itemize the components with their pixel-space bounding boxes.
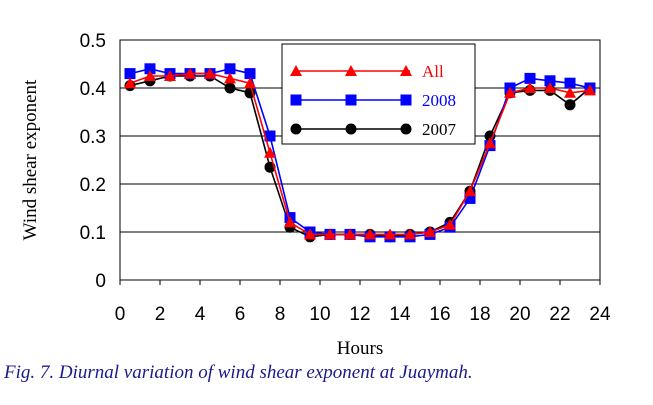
tick-labels: 00.10.20.30.40.50 2 4 6 8 10 12 14 16 18 20 22 24 — [80, 31, 611, 325]
data-point-All — [584, 84, 596, 96]
legend-marker-2007 — [400, 123, 412, 135]
y-axis-title: Wind shear exponent — [20, 79, 41, 240]
data-point-All — [404, 228, 416, 240]
y-tick-label: 0.4 — [80, 79, 107, 100]
y-tick-label: 0.2 — [80, 175, 106, 196]
x-tick-label: 24 — [589, 304, 611, 325]
data-point-All — [184, 67, 196, 79]
figure-caption: Fig. 7. Diurnal variation of wind shear … — [4, 362, 473, 383]
x-tick-label: 8 — [275, 304, 286, 325]
data-point-All — [124, 77, 136, 89]
legend-marker-All — [290, 65, 302, 76]
data-point-All — [144, 70, 156, 81]
data-point-2008 — [264, 130, 276, 142]
data-point-All — [284, 216, 296, 228]
x-tick-label: 2 — [155, 304, 166, 325]
data-point-All — [424, 226, 436, 237]
x-tick-label: 12 — [349, 304, 370, 325]
data-point-All — [204, 67, 216, 79]
data-point-All — [344, 228, 356, 240]
x-axis-title: Hours — [337, 338, 383, 359]
data-point-All — [304, 228, 316, 240]
x-tick-label: 6 — [235, 304, 246, 325]
data-point-2008 — [564, 77, 576, 89]
data-point-2008 — [464, 192, 476, 204]
legend-marker-2008 — [290, 94, 302, 106]
data-point-2008 — [244, 68, 256, 80]
legend-marker-All — [345, 65, 357, 76]
legend: All 2008 2007 — [281, 43, 476, 145]
x-tick-label: 14 — [389, 304, 411, 325]
data-point-All — [364, 228, 376, 240]
data-point-All — [444, 218, 456, 230]
y-tick-label: 0.1 — [80, 223, 106, 244]
x-tick-label: 20 — [509, 304, 530, 325]
legend-box — [281, 43, 476, 145]
x-tick-label: 10 — [309, 304, 330, 325]
data-point-2008 — [144, 63, 156, 75]
y-tick-label: 0.5 — [80, 31, 106, 52]
data-point-2007 — [224, 82, 236, 94]
legend-label-All: All — [422, 62, 444, 81]
x-tick-label: 4 — [195, 304, 206, 325]
data-point-All — [464, 185, 476, 197]
legend-label-2008: 2008 — [422, 91, 456, 110]
x-tick-label: 0 — [115, 304, 126, 325]
data-point-All — [544, 82, 556, 93]
data-point-2007 — [564, 99, 576, 111]
data-point-2008 — [524, 72, 536, 84]
x-tick-label: 18 — [469, 304, 490, 325]
data-point-All — [224, 72, 236, 84]
data-point-All — [164, 70, 176, 81]
x-tick-label: 22 — [549, 304, 570, 325]
data-point-All — [564, 86, 576, 98]
data-point-2008 — [124, 68, 136, 80]
y-tick-label: 0.3 — [80, 127, 106, 148]
data-point-All — [244, 77, 256, 89]
series-layer — [124, 63, 596, 243]
legend-marker-2008 — [345, 94, 357, 106]
wind-shear-chart: 00.10.20.30.40.50 2 4 6 8 10 12 14 16 18 20 22 24 Ho… — [20, 31, 611, 359]
y-tick-label: 0 — [95, 271, 106, 292]
data-point-All — [504, 86, 516, 98]
x-tick-label: 16 — [429, 304, 450, 325]
legend-label-2007: 2007 — [422, 120, 457, 139]
data-point-All — [384, 228, 396, 240]
data-point-All — [484, 137, 496, 149]
legend-marker-2007 — [290, 123, 302, 135]
legend-marker-2008 — [400, 94, 412, 106]
series-line-All — [129, 72, 591, 236]
legend-marker-2007 — [345, 123, 357, 135]
data-point-All — [324, 228, 336, 240]
data-point-2008 — [544, 75, 556, 87]
data-point-All — [524, 82, 536, 93]
data-point-All — [264, 146, 276, 158]
legend-marker-All — [400, 65, 412, 76]
data-point-2008 — [224, 63, 236, 75]
